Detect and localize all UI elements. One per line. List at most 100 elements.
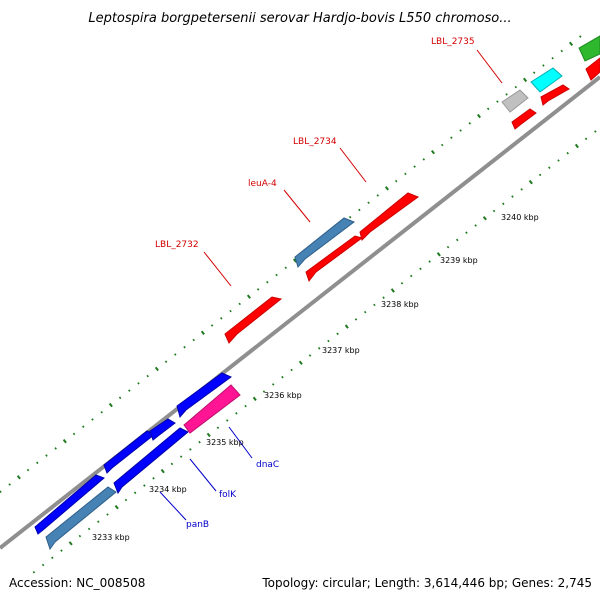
- scale-tick: [290, 368, 293, 372]
- scale-tick: [455, 238, 459, 242]
- scale-tick: [358, 208, 361, 212]
- gene-arrow-folk[interactable]: [113, 427, 189, 495]
- gene-box-lbl-2735[interactable]: [501, 89, 529, 113]
- scale-tick: [0, 490, 2, 494]
- scale-tick: [548, 166, 551, 169]
- gene-arrow-panb[interactable]: [45, 486, 117, 551]
- scale-tick: [26, 468, 30, 472]
- scale-tick: [108, 402, 113, 408]
- gene-arrow-dnac[interactable]: [183, 384, 241, 434]
- gene-label-lbl-2735[interactable]: LBL_2735: [431, 37, 475, 47]
- gene-arrow-lbl-2734[interactable]: [359, 192, 420, 241]
- scale-tick: [482, 216, 487, 221]
- scale-tick: [557, 159, 560, 162]
- scale-tick: [486, 107, 490, 111]
- scale-tick: [336, 332, 339, 336]
- gene-labels: panB folK dnaC LBL_2732 leuA-4 LBL_2734 …: [155, 37, 475, 530]
- scale-tick: [146, 374, 149, 378]
- scale-tick: [206, 432, 211, 438]
- gene-label-dnac[interactable]: dnaC: [256, 460, 279, 470]
- gene-arrow-blue-4[interactable]: [176, 372, 232, 419]
- gene-arrow-blue-2[interactable]: [103, 430, 157, 474]
- scale-tick: [32, 571, 36, 574]
- scale-tick: [154, 366, 159, 372]
- scale-tick: [183, 345, 186, 349]
- scale-tick: [68, 541, 73, 546]
- scale-tick: [266, 280, 269, 284]
- map-title: Leptospira borgpetersenii serovar Hardjo…: [88, 11, 511, 26]
- scale-tick: [566, 151, 569, 155]
- scale-tick: [152, 476, 155, 480]
- gene-label-leua-4[interactable]: leuA-4: [248, 179, 277, 189]
- gene-arrow-lbl-2733[interactable]: [305, 235, 364, 283]
- label-leader-lines: [159, 49, 503, 521]
- scale-tick: [465, 231, 468, 235]
- scale-tick: [373, 303, 376, 307]
- scale-tick: [164, 360, 168, 363]
- scale-tick: [436, 252, 441, 257]
- scale-tick: [440, 143, 444, 147]
- scale-tick: [133, 491, 137, 495]
- gene-arrow-leua-4[interactable]: [294, 217, 356, 269]
- scale-tick: [281, 375, 284, 379]
- scale-tick: [220, 317, 223, 320]
- scale-tick: [578, 35, 582, 38]
- scale-tick: [114, 504, 119, 510]
- scale-tick: [459, 129, 462, 132]
- scale-tick: [528, 179, 533, 185]
- scale-tick: [450, 136, 453, 139]
- scale-tick: [8, 483, 11, 486]
- scale-tick: [244, 404, 247, 408]
- scale-tick: [569, 41, 574, 47]
- gene-box-green[interactable]: [578, 35, 600, 62]
- gene-arrow-lbl-2732[interactable]: [224, 296, 283, 344]
- gene-features: [34, 35, 600, 551]
- scale-tick: [419, 267, 422, 271]
- gene-arrow-red-edge[interactable]: [585, 57, 600, 81]
- kbp-tick-label: 3239 kbp: [440, 256, 478, 265]
- scale-tick: [477, 113, 481, 119]
- scale-tick: [308, 354, 312, 357]
- gene-arrow-lbl-2736[interactable]: [511, 108, 537, 130]
- scale-tick: [574, 143, 579, 149]
- gene-box-cyan[interactable]: [530, 67, 563, 93]
- scale-tick: [238, 302, 241, 306]
- scale-tick: [137, 382, 140, 385]
- gene-label-lbl-2734[interactable]: LBL_2734: [293, 137, 337, 147]
- scale-tick: [235, 412, 238, 415]
- scale-tick: [474, 224, 477, 227]
- scale-tick: [189, 448, 192, 451]
- scale-tick: [523, 77, 528, 83]
- scale-tick: [376, 194, 380, 197]
- scale-tick: [496, 100, 499, 103]
- scale-tick: [404, 172, 407, 176]
- gene-arrow-lbl-2737[interactable]: [540, 84, 570, 106]
- scale-tick: [344, 324, 349, 329]
- scale-tick: [192, 338, 195, 342]
- scale-tick: [100, 411, 103, 414]
- scale-tick: [271, 383, 275, 386]
- scale-tick: [72, 432, 76, 436]
- scale-tick: [532, 71, 536, 74]
- scale-tick: [45, 454, 48, 457]
- scale-tick: [179, 455, 183, 458]
- scale-tick: [275, 273, 278, 277]
- gene-arrow-blue-1[interactable]: [34, 474, 105, 535]
- scale-tick: [170, 462, 174, 466]
- scale-tick: [363, 310, 367, 314]
- scale-tick: [143, 484, 146, 487]
- scale-tick: [216, 426, 220, 430]
- scale-tick: [128, 389, 131, 392]
- scale-tick: [198, 440, 201, 444]
- scale-tick: [41, 563, 45, 567]
- scale-tick: [505, 93, 508, 96]
- gene-label-folk[interactable]: folK: [219, 490, 237, 500]
- scale-tick: [262, 390, 266, 393]
- gene-arrow-blue-3[interactable]: [149, 418, 176, 441]
- scale-tick: [200, 330, 205, 335]
- gene-label-lbl-2732[interactable]: LBL_2732: [155, 240, 199, 250]
- scale-tick: [348, 215, 352, 219]
- gene-label-panb[interactable]: panB: [186, 520, 209, 530]
